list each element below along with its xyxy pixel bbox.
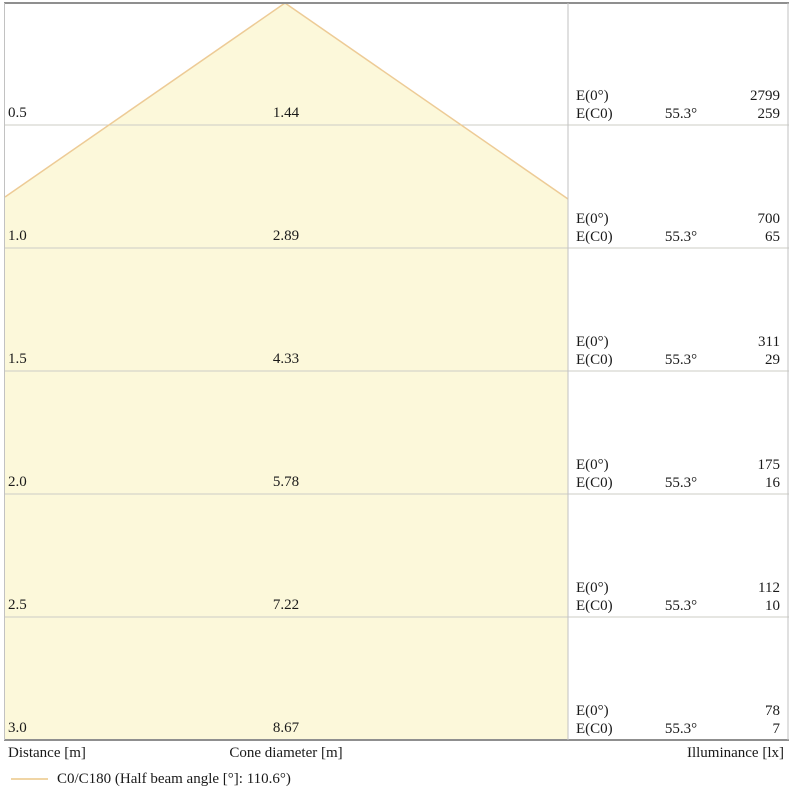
ec0-line: E(C0) 55.3° 10 bbox=[576, 597, 780, 615]
beam-angle-placeholder bbox=[656, 702, 706, 720]
ec0-line: E(C0) 55.3° 259 bbox=[576, 105, 780, 123]
ec0-label: E(C0) bbox=[576, 475, 613, 491]
ec0-value: 259 bbox=[757, 106, 781, 122]
ec0-line: E(C0) 55.3° 65 bbox=[576, 228, 780, 246]
e0-line: E(0°) 175 bbox=[576, 456, 780, 474]
illuminance-axis-label: Illuminance [lx] bbox=[686, 745, 784, 761]
ec0-label: E(C0) bbox=[576, 229, 613, 245]
cone-row-1.0m: 1.0 2.89 E(0°) 700 E(C0) 55.3° 65 bbox=[0, 125, 793, 248]
cone-row-3.0m: 3.0 8.67 E(0°) 78 E(C0) 55.3° 7 bbox=[0, 617, 793, 740]
ec0-value: 7 bbox=[772, 721, 781, 737]
distance-value: 2.5 bbox=[8, 597, 27, 613]
illuminance-values: E(0°) 2799 E(C0) 55.3° 259 bbox=[576, 87, 780, 123]
e0-label: E(0°) bbox=[576, 88, 609, 104]
illuminance-values: E(0°) 700 E(C0) 55.3° 65 bbox=[576, 210, 780, 246]
distance-value: 1.0 bbox=[8, 228, 27, 244]
distance-value: 3.0 bbox=[8, 720, 27, 736]
e0-line: E(0°) 700 bbox=[576, 210, 780, 228]
e0-value: 311 bbox=[758, 334, 780, 350]
beam-angle-placeholder bbox=[656, 210, 706, 228]
beam-angle-value: 55.3° bbox=[664, 352, 698, 368]
beam-angle-placeholder bbox=[656, 579, 706, 597]
e0-value: 175 bbox=[757, 457, 781, 473]
cone-edge-right bbox=[284, 2, 569, 200]
cone-diameter-value: 2.89 bbox=[272, 228, 300, 244]
illuminance-values: E(0°) 112 E(C0) 55.3° 10 bbox=[576, 579, 780, 615]
e0-label: E(0°) bbox=[576, 211, 609, 227]
e0-line: E(0°) 2799 bbox=[576, 87, 780, 105]
cone-diameter-value: 1.44 bbox=[272, 105, 300, 121]
e0-value: 78 bbox=[765, 703, 780, 719]
ec0-label: E(C0) bbox=[576, 106, 613, 122]
e0-line: E(0°) 311 bbox=[576, 333, 780, 351]
ec0-value: 16 bbox=[765, 475, 780, 491]
ec0-line: E(C0) 55.3° 16 bbox=[576, 474, 780, 492]
beam-angle-placeholder bbox=[656, 87, 706, 105]
e0-line: E(0°) 112 bbox=[576, 579, 780, 597]
illuminance-values: E(0°) 311 E(C0) 55.3° 29 bbox=[576, 333, 780, 369]
legend-label: C0/C180 (Half beam angle [°]: 110.6°) bbox=[57, 771, 291, 787]
beam-angle-value: 55.3° bbox=[664, 475, 698, 491]
beam-angle-value: 55.3° bbox=[664, 721, 698, 737]
illuminance-values: E(0°) 78 E(C0) 55.3° 7 bbox=[576, 702, 780, 738]
cone-row-2.5m: 2.5 7.22 E(0°) 112 E(C0) 55.3° 10 bbox=[0, 494, 793, 617]
beam-angle-value: 55.3° bbox=[664, 106, 698, 122]
distance-value: 0.5 bbox=[8, 105, 27, 121]
axis-labels: Distance [m] Cone diameter [m] Illuminan… bbox=[0, 743, 793, 763]
ec0-value: 29 bbox=[765, 352, 780, 368]
cone-diameter-axis-label: Cone diameter [m] bbox=[229, 745, 343, 761]
cone-row-2.0m: 2.0 5.78 E(0°) 175 E(C0) 55.3° 16 bbox=[0, 371, 793, 494]
beam-angle-placeholder bbox=[656, 333, 706, 351]
cone-row-1.5m: 1.5 4.33 E(0°) 311 E(C0) 55.3° 29 bbox=[0, 248, 793, 371]
e0-label: E(0°) bbox=[576, 457, 609, 473]
cone-diameter-value: 8.67 bbox=[272, 720, 300, 736]
ec0-label: E(C0) bbox=[576, 352, 613, 368]
cone-row-0.5m: 0.5 1.44 E(0°) 2799 E(C0) 55.3° 259 bbox=[0, 2, 793, 125]
illuminance-values: E(0°) 175 E(C0) 55.3° 16 bbox=[576, 456, 780, 492]
ec0-line: E(C0) 55.3° 7 bbox=[576, 720, 780, 738]
e0-value: 112 bbox=[758, 580, 780, 596]
ec0-value: 10 bbox=[765, 598, 780, 614]
distance-value: 1.5 bbox=[8, 351, 27, 367]
cone-diameter-value: 4.33 bbox=[272, 351, 300, 367]
beam-angle-value: 55.3° bbox=[664, 598, 698, 614]
cone-diameter-value: 5.78 bbox=[272, 474, 300, 490]
e0-label: E(0°) bbox=[576, 703, 609, 719]
cone-edge-left bbox=[4, 2, 286, 198]
e0-label: E(0°) bbox=[576, 580, 609, 596]
cone-diameter-value: 7.22 bbox=[272, 597, 300, 613]
chart-legend: C0/C180 (Half beam angle [°]: 110.6°) bbox=[0, 768, 793, 792]
e0-value: 2799 bbox=[750, 88, 780, 104]
beam-angle-placeholder bbox=[656, 456, 706, 474]
distance-axis-label: Distance [m] bbox=[8, 745, 86, 761]
legend-line-icon bbox=[11, 778, 48, 780]
ec0-line: E(C0) 55.3° 29 bbox=[576, 351, 780, 369]
ec0-label: E(C0) bbox=[576, 598, 613, 614]
e0-line: E(0°) 78 bbox=[576, 702, 780, 720]
beam-angle-value: 55.3° bbox=[664, 229, 698, 245]
e0-value: 700 bbox=[757, 211, 781, 227]
e0-label: E(0°) bbox=[576, 334, 609, 350]
distance-value: 2.0 bbox=[8, 474, 27, 490]
ec0-value: 65 bbox=[765, 229, 780, 245]
ec0-label: E(C0) bbox=[576, 721, 613, 737]
